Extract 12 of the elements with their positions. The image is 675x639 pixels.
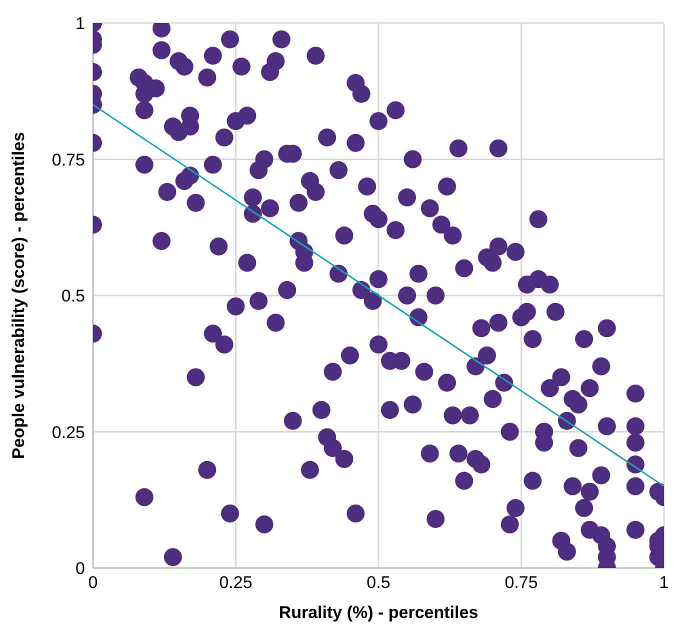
y-tick-label: 0.75 [52,150,85,170]
y-axis-title: People vulnerability (score) - percentiles [9,132,28,459]
x-axis-title: Rurality (%) - percentiles [278,603,478,622]
y-tick-label: 1 [76,14,85,34]
x-tick-label: 0.5 [366,573,390,592]
x-tick-label: 0 [88,573,98,592]
x-tick-label: 0.75 [504,573,538,592]
x-tick-label: 0.25 [219,573,252,592]
y-tick-label: 0.25 [52,422,85,442]
y-tick-label: 0.5 [61,286,85,306]
x-tick-label: 1 [659,573,669,592]
y-tick-label: 0 [76,559,85,578]
